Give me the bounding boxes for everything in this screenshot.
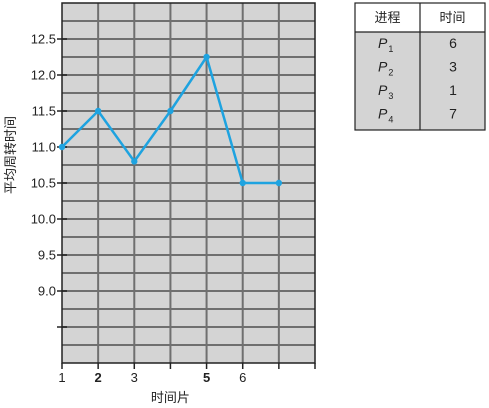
process-subscript: 2 xyxy=(388,68,393,78)
x-tick-label: 5 xyxy=(203,370,210,385)
y-tick-label: 11.5 xyxy=(32,104,56,119)
y-tick-label: 12.0 xyxy=(31,68,56,83)
x-tick-label: 2 xyxy=(95,370,102,385)
y-tick-label: 9.5 xyxy=(38,248,56,263)
y-axis-label: 平均周转时间 xyxy=(4,116,19,194)
y-tick-label: 10.5 xyxy=(31,176,56,191)
data-point xyxy=(275,179,283,187)
x-tick-label: 1 xyxy=(58,370,65,385)
x-axis-label: 时间片 xyxy=(151,391,190,406)
x-tick-label: 3 xyxy=(131,370,138,385)
process-subscript: 4 xyxy=(388,115,393,125)
table-header-process: 进程 xyxy=(374,11,400,26)
y-tick-label: 10.0 xyxy=(31,212,56,227)
y-tick-label: 12.5 xyxy=(31,32,56,47)
y-tick-label: 11.0 xyxy=(32,140,56,155)
table-cell-time: 3 xyxy=(449,59,457,75)
table-cell-time: 6 xyxy=(449,35,457,51)
data-point xyxy=(203,53,210,61)
plot-area: 9.0 9.5 10.0 10.5 11.0 11.5 12.0 12.5 1 2 3 5 6 时间片 平均… xyxy=(4,2,316,406)
data-point xyxy=(94,107,102,115)
table-cell-time: 7 xyxy=(449,106,457,122)
data-point xyxy=(131,158,138,165)
table-cell-time: 1 xyxy=(449,82,457,98)
data-point xyxy=(58,143,66,151)
process-subscript: 1 xyxy=(388,44,393,54)
data-point xyxy=(167,107,174,115)
y-tick-label: 9.0 xyxy=(38,284,56,299)
process-subscript: 3 xyxy=(388,91,393,101)
table-header-time: 时间 xyxy=(439,11,465,26)
x-tick-label: 6 xyxy=(239,370,246,385)
data-point xyxy=(239,179,246,187)
